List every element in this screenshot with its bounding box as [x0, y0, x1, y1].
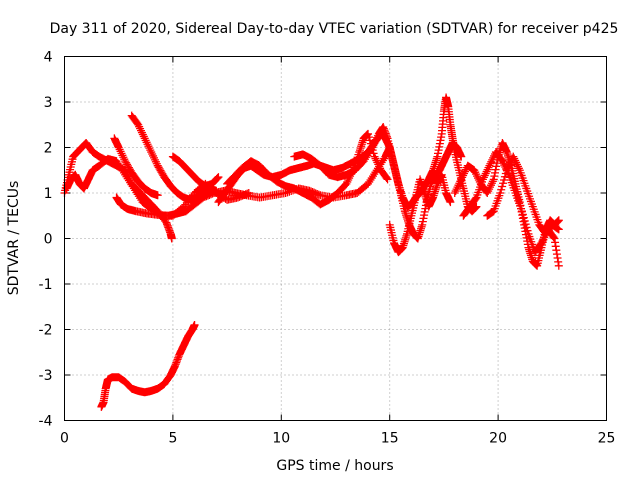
series-arc-1 [60, 138, 176, 243]
y-tick-label: -4 [39, 414, 53, 430]
x-tick-label: 20 [489, 431, 507, 447]
y-tick-label: -3 [39, 368, 53, 384]
data-point-markers [385, 170, 455, 257]
data-point-markers [290, 123, 466, 243]
series-arc-14 [97, 320, 199, 411]
x-tick-label: 25 [598, 431, 616, 447]
data-point-markers [60, 138, 176, 243]
x-tick-label: 0 [60, 431, 69, 447]
data-point-markers [127, 111, 221, 204]
chart-title: Day 311 of 2020, Sidereal Day-to-day VTE… [50, 21, 619, 37]
data-point-markers [110, 134, 162, 200]
data-point-markers [483, 152, 563, 238]
grid-lines [64, 56, 607, 421]
x-tick-label: 15 [381, 431, 399, 447]
x-axis-label: GPS time / hours [276, 458, 393, 474]
x-tick-labels: 0 5 10 15 20 25 [60, 431, 615, 447]
y-tick-label: -2 [39, 323, 53, 339]
y-tick-label: 2 [44, 141, 53, 157]
data-points [60, 93, 563, 411]
x-tick-label: 5 [168, 431, 177, 447]
series-arc-5 [110, 134, 162, 200]
series-arc-6 [168, 152, 223, 191]
series-arc-9 [290, 123, 466, 243]
plot-frame [64, 56, 607, 421]
y-tick-label: 3 [44, 95, 53, 111]
data-point-markers [168, 152, 223, 191]
series-arc-13 [483, 152, 563, 238]
series-arc-4 [127, 111, 221, 204]
y-tick-label: 4 [44, 50, 53, 66]
series-arc-10 [385, 170, 455, 257]
y-axis-label: SDTVAR / TECUs [6, 181, 22, 296]
y-tick-label: 0 [44, 232, 53, 248]
data-point-markers [97, 320, 199, 411]
y-tick-label: -1 [39, 277, 53, 293]
y-tick-label: 1 [44, 186, 53, 202]
y-tick-labels: -4 -3 -2 -1 0 1 2 3 4 [39, 50, 53, 430]
x-tick-label: 10 [272, 431, 290, 447]
